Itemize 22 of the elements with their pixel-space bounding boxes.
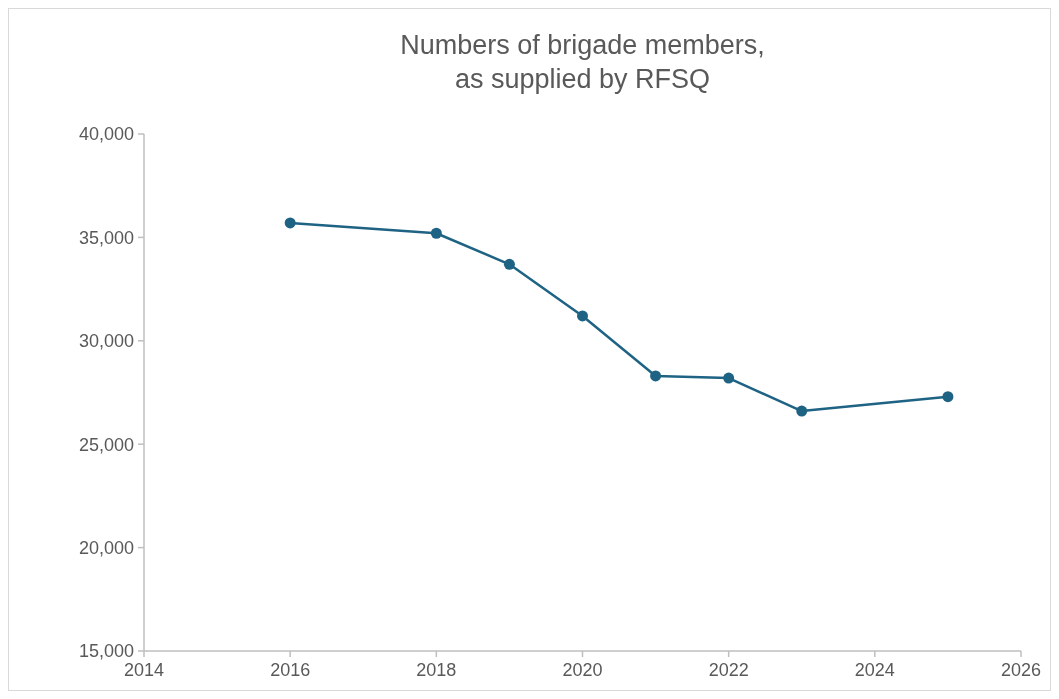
x-tick-label: 2016: [270, 660, 311, 680]
point: [503, 258, 515, 270]
x-tick-label: 2020: [562, 660, 603, 680]
x-tick-label: 2022: [708, 660, 749, 680]
point: [577, 310, 588, 322]
point: [723, 372, 735, 384]
chart-title: Numbers of brigade members, as supplied by RFSQ: [400, 30, 765, 94]
y-tick-label: 40,000: [78, 124, 134, 145]
y-tick-label: 30,000: [78, 331, 134, 352]
y-tick-label: 35,000: [78, 227, 134, 248]
x-tick-label: 2018: [416, 660, 457, 680]
x-tick-label: 2024: [854, 660, 895, 680]
y-tick-label: 20,000: [78, 537, 134, 558]
x-tick-label: 2026: [1000, 660, 1042, 680]
point: [284, 217, 296, 229]
point: [942, 391, 954, 403]
y-tick-label: 15,000: [78, 641, 134, 662]
y-tick-label: 25,000: [78, 434, 134, 455]
x-tick-label: 2014: [123, 660, 165, 680]
point: [430, 227, 442, 239]
point: [650, 370, 662, 382]
point: [796, 405, 808, 417]
